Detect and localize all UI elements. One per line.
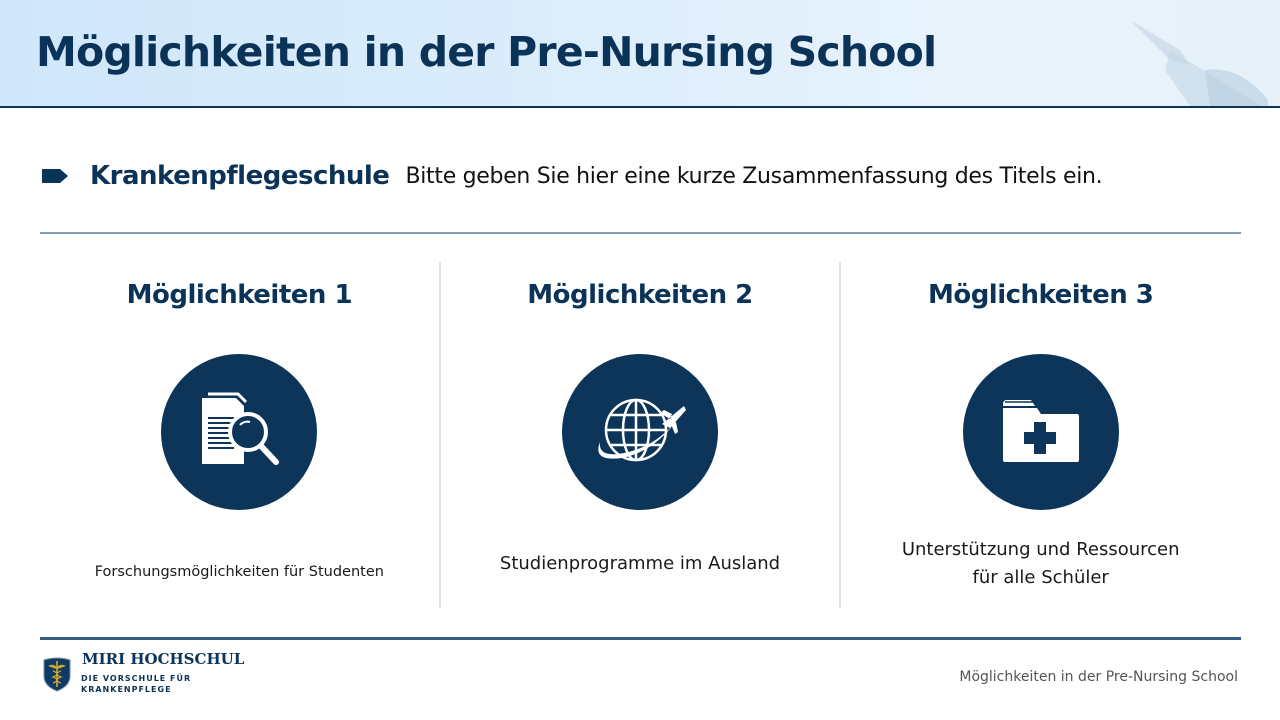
arrow-bullet-icon — [42, 169, 68, 183]
page-title: Möglichkeiten in der Pre-Nursing School — [36, 28, 937, 76]
column-title: Möglichkeiten 3 — [927, 280, 1154, 310]
summary-heading: Krankenpflegeschule — [90, 161, 390, 191]
summary-text: Bitte geben Sie hier eine kurze Zusammen… — [405, 163, 1103, 189]
divider-bottom — [40, 637, 1241, 640]
globe-airplane-icon — [598, 398, 686, 462]
column-description: Unterstützung und Ressourcen für alle Sc… — [851, 536, 1230, 592]
column-description: Studienprogramme im Ausland — [499, 553, 781, 574]
opportunity-column-1: Möglichkeiten 1 — [40, 262, 439, 608]
column-description-line-1: Unterstützung und Ressourcen — [901, 539, 1180, 560]
opportunity-column-2: Möglichkeiten 2 Studienprogramme im Ausl… — [438, 262, 840, 608]
medical-folder-icon — [1002, 400, 1079, 462]
column-title: Möglichkeiten 2 — [527, 280, 753, 310]
syringe-hand-image — [1130, 20, 1268, 106]
brand-tagline: DIE VORSCHULE FÜR KRANKENPFLEGE — [81, 674, 192, 694]
brand-name-text: MIRI HOCHSCHUL — [82, 650, 245, 668]
brand-name: MIRI HOCHSCHUL — [82, 650, 244, 668]
opportunities-columns: Möglichkeiten 1 — [40, 262, 1240, 608]
footer-slide-title: Möglichkeiten in der Pre-Nursing School — [959, 669, 1238, 685]
divider-top — [40, 232, 1241, 234]
opportunity-column-3: Möglichkeiten 3 Unterstützung und Ressou… — [839, 262, 1240, 608]
column-description: Forschungsmöglichkeiten für Studenten — [94, 564, 384, 580]
icon-circle — [161, 354, 318, 510]
column-description-line-2: für alle Schüler — [972, 567, 1109, 588]
column-title: Möglichkeiten 1 — [126, 280, 353, 310]
document-search-icon — [202, 392, 280, 465]
icon-circle — [962, 354, 1119, 510]
summary-row: Krankenpflegeschule Bitte geben Sie hier… — [42, 156, 1103, 196]
slide-header: Möglichkeiten in der Pre-Nursing School — [0, 0, 1280, 108]
icon-circle — [562, 354, 718, 510]
caduceus-shield-icon — [43, 657, 71, 692]
